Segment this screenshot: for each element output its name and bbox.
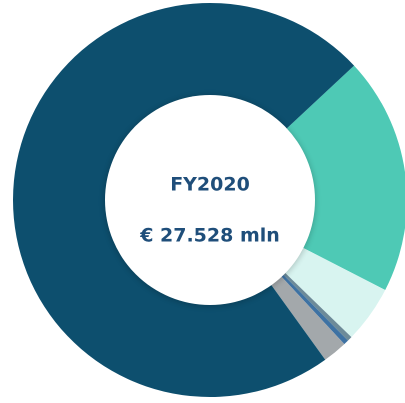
center-total: € 27.528 mln: [139, 225, 280, 247]
donut-segment: [280, 269, 352, 341]
donut-segment: [281, 245, 386, 338]
donut-segment: [268, 273, 345, 360]
donut-segment: [283, 65, 405, 291]
donut: [12, 2, 405, 397]
hole: [105, 95, 315, 305]
center-title: FY2020: [170, 174, 250, 196]
donut-segment: [12, 2, 355, 397]
donut-segment: [278, 271, 348, 345]
